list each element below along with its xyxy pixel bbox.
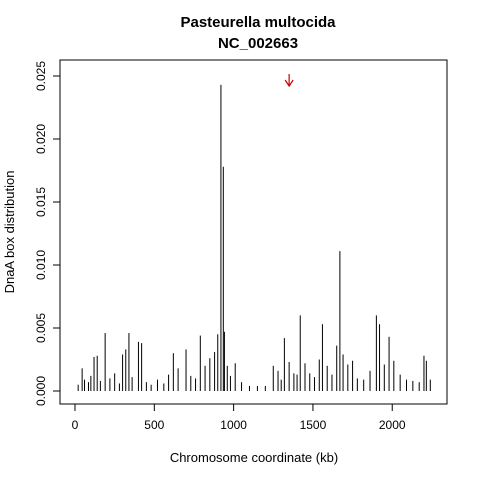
bars-group [77,84,431,391]
y-axis-label: DnaA box distribution [2,171,17,294]
chart-title: Pasteurella multocida [180,14,336,31]
x-axis-label: Chromosome coordinate (kb) [170,450,338,465]
annotation-group [284,74,294,88]
x-tick-label: 1500 [300,418,327,432]
chart-subtitle: NC_002663 [218,35,298,52]
y-tick-label: 0.020 [34,124,48,154]
y-tick-label: 0.015 [34,187,48,217]
y-tick-label: 0.025 [34,61,48,91]
y-tick-label: 0.005 [34,313,48,343]
y-tick-label: 0.000 [34,376,48,406]
x-tick-label: 1000 [220,418,247,432]
x-tick-label: 2000 [379,418,406,432]
y-tick-label: 0.010 [34,250,48,280]
y-axis: 0.000 0.005 0.010 0.015 0.020 0.025 [34,61,61,406]
x-axis: 0 500 1000 1500 2000 [72,403,406,432]
x-tick-label: 500 [144,418,164,432]
annotation-arrow-head [284,79,294,88]
x-tick-label: 0 [72,418,79,432]
